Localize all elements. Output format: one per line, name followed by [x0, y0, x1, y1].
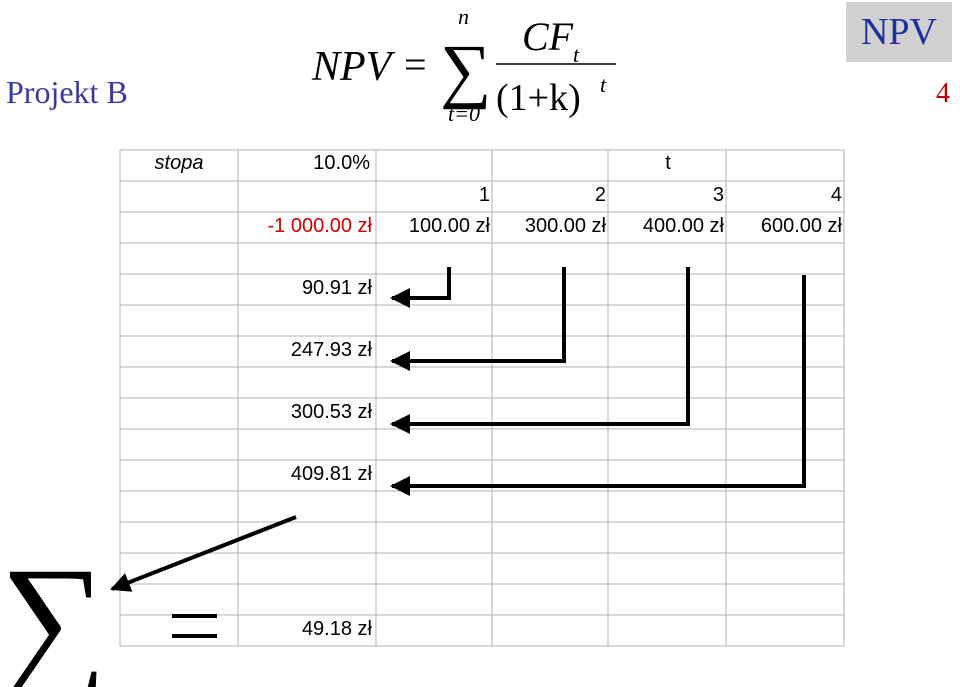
- period-1: 1: [478, 184, 490, 206]
- arrow-period-4: [390, 275, 806, 496]
- initial-outlay: -1 000.00 zł: [267, 215, 372, 237]
- discounted-value-2: 247.93 zł: [290, 339, 372, 361]
- cash-flow-1: 100.00 zł: [408, 215, 490, 237]
- cash-flow-3: 400.00 zł: [642, 215, 724, 237]
- period-4: 4: [830, 184, 842, 206]
- formula-denominator: (1+k): [496, 77, 581, 119]
- discount-arrows: [110, 267, 806, 592]
- t-header: t: [665, 152, 671, 174]
- sum-lower-limit: t=0: [448, 101, 480, 126]
- discounted-value-1: 90.91 zł: [301, 277, 372, 299]
- formula-equals: =: [404, 42, 427, 87]
- period-3: 3: [712, 184, 724, 206]
- formula-numerator-subscript: t: [573, 42, 580, 67]
- arrow-period-2: [390, 267, 566, 371]
- arrow-period-3: [390, 267, 690, 434]
- grid-lines: [119, 149, 845, 647]
- big-equals-sign: [172, 614, 217, 638]
- cash-flow-4: 600.00 zł: [760, 215, 842, 237]
- big-sigma-icon: ∑: [0, 537, 107, 687]
- discounted-value-4: 409.81 zł: [290, 463, 372, 485]
- slide-title: Projekt B: [6, 74, 128, 110]
- npv-result: 49.18 zł: [301, 618, 372, 640]
- npv-badge: NPV: [846, 2, 952, 62]
- formula-denominator-superscript: t: [600, 72, 607, 97]
- arrow-to-sum: [110, 515, 297, 592]
- arrow-period-1: [390, 267, 451, 308]
- period-2: 2: [594, 184, 606, 206]
- discounted-value-3: 300.53 zł: [290, 401, 372, 423]
- formula-numerator: CF: [522, 14, 574, 59]
- rate-label: stopa: [154, 152, 204, 174]
- sigma-icon: ∑: [440, 30, 491, 110]
- sum-upper-limit: n: [458, 4, 469, 29]
- formula-npv: NPV: [311, 44, 396, 90]
- cash-flow-2: 300.00 zł: [524, 215, 606, 237]
- rate-value: 10.0%: [313, 152, 370, 174]
- page-number: 4: [936, 78, 950, 109]
- npv-formula: NPV = n ∑ t=0 CF t (1+k) t: [311, 4, 616, 126]
